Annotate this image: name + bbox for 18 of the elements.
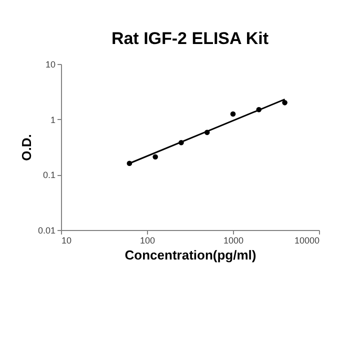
point — [204, 130, 210, 136]
point — [282, 100, 288, 106]
point — [256, 106, 262, 112]
y-tick-label: 10 — [45, 60, 56, 70]
point — [178, 140, 184, 146]
point — [126, 160, 132, 166]
y-tick-label: 0.01 — [38, 226, 56, 236]
x-tick-label: 100 — [140, 236, 156, 246]
x-tick-label: 10 — [62, 236, 72, 246]
y-tick-label: 0.1 — [42, 170, 56, 180]
y-tick-label: 1 — [50, 114, 56, 125]
point — [152, 154, 158, 160]
x-axis-title: Concentration(pg/ml) — [124, 248, 256, 262]
point — [230, 111, 236, 117]
y-axis-title: O.D. — [18, 134, 34, 161]
x-tick-label: 10000 — [294, 236, 320, 246]
chart-title: Rat IGF-2 ELISA Kit — [111, 29, 269, 48]
x-tick-label: 1000 — [223, 236, 244, 246]
